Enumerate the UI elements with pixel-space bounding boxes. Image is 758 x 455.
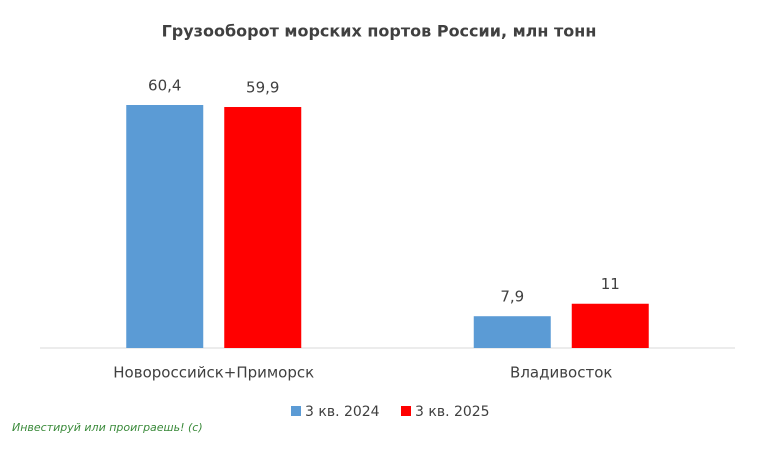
- watermark: Инвестируй или проиграешь! (с): [12, 421, 203, 434]
- data-label: 59,9: [246, 79, 279, 97]
- bar: [224, 107, 302, 348]
- data-label: 7,9: [500, 288, 524, 306]
- x-tick-label: Новороссийск+Приморск: [113, 364, 314, 382]
- legend-label: 3 кв. 2024: [305, 404, 380, 420]
- bar: [473, 316, 551, 348]
- legend-label: 3 кв. 2025: [415, 404, 490, 420]
- x-tick-label: Владивосток: [510, 364, 612, 382]
- data-label: 11: [601, 275, 620, 293]
- legend-swatch: [291, 406, 301, 416]
- legend-swatch: [401, 406, 411, 416]
- bar: [126, 105, 204, 348]
- data-label: 60,4: [148, 77, 181, 95]
- bar: [571, 303, 649, 348]
- chart-title: Грузооборот морских портов России, млн т…: [162, 22, 597, 41]
